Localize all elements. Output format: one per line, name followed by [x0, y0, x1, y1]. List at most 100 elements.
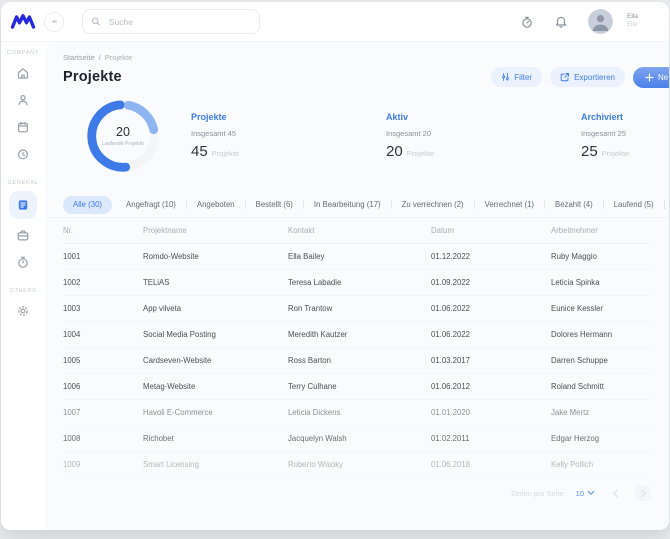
tab-divider: [663, 200, 665, 209]
stat-value: 25: [581, 142, 598, 160]
cell-nr: 1006: [63, 382, 81, 391]
export-button[interactable]: Exportieren: [550, 67, 625, 87]
stat-card-archiviert: Archiviert Insgesamt 25 25 Projekte: [581, 112, 669, 160]
user-menu[interactable]: Ella Ella: [627, 13, 661, 29]
tab-in-bearbeitung[interactable]: In Bearbeitung (17): [304, 200, 391, 209]
sidebar-item-settings[interactable]: [9, 297, 37, 324]
tab-verrechnet[interactable]: Verrechnet (1): [475, 200, 544, 209]
cell-kontakt: Ron Trantow: [288, 304, 333, 313]
user-icon: [18, 94, 28, 105]
tab-bestellt[interactable]: Bestellt (6): [246, 200, 303, 209]
sidebar-item-home[interactable]: [9, 59, 37, 86]
new-project-button[interactable]: Ne: [633, 66, 669, 88]
table-row[interactable]: 1004 Social Media Posting Meredith Kautzer…: [63, 322, 651, 348]
filter-button[interactable]: Filter: [491, 67, 543, 87]
table-row[interactable]: 1008 Richobet Jacquelyn Walsh 01.02.2011 Edg…: [63, 426, 651, 452]
rows-per-page-value: 10: [575, 488, 584, 498]
page-title: Projekte: [63, 69, 122, 85]
tab-angeboten[interactable]: Angeboten: [187, 200, 245, 209]
tab-divider: [244, 200, 246, 209]
stopwatch-icon: [18, 256, 28, 268]
tab-zu-verrechnen[interactable]: Zu verrechnen (2): [392, 200, 474, 209]
stat-unit: Projekte: [211, 148, 240, 158]
breadcrumb-home[interactable]: Startseite: [63, 53, 95, 62]
tab-divider: [544, 200, 546, 209]
content: Startseite / Projekte Projekte Filter: [45, 42, 669, 530]
table-row[interactable]: 1003 App vilveta Ron Trantow 01.06.2022 Euni…: [63, 296, 651, 322]
cell-nr: 1009: [63, 460, 81, 469]
stopwatch-icon: [522, 16, 532, 28]
stat-unit: Projekte: [406, 148, 435, 158]
cell-datum: 01.06.2022: [431, 304, 471, 313]
cell-arbeitnehmer: Leticia Spinka: [551, 278, 600, 287]
col-kontakt: Kontakt: [288, 226, 315, 235]
cell-datum: 01.02.2011: [431, 434, 470, 443]
tab-archiviert[interactable]: Archiviert (: [665, 200, 669, 209]
tab-laufend[interactable]: Laufend (5): [604, 200, 664, 209]
user-avatar[interactable]: [588, 9, 613, 34]
cell-datum: 01.12.2022: [431, 252, 471, 261]
stat-unit: Projekte: [601, 148, 630, 158]
app-window: Ella Ella COMPANY: [1, 2, 669, 530]
rows-per-page-select[interactable]: 10: [576, 489, 595, 498]
breadcrumb: Startseite / Projekte: [63, 53, 651, 62]
table-row[interactable]: 1007 Havoli E-Commerce Leticia Dickens 01.0…: [63, 400, 651, 426]
next-page-button[interactable]: [635, 485, 651, 501]
notifications-button[interactable]: [550, 11, 572, 33]
table-row[interactable]: 1009 Smart Licensing Roberto Wisoky 01.06.2…: [63, 452, 651, 478]
table-row[interactable]: 1006 Metag-Website Terry Culhane 01.06.2012…: [63, 374, 651, 400]
table-row[interactable]: 1001 Romdo-Website Ella Bailey 01.12.2022 Ru…: [63, 244, 651, 270]
cell-projektname: Smart Licensing: [143, 460, 199, 469]
tab-divider: [185, 200, 187, 209]
cell-datum: 01.06.2022: [431, 330, 471, 339]
cell-arbeitnehmer: Ruby Maggio: [551, 252, 597, 261]
cell-kontakt: Meredith Kautzer: [288, 330, 348, 339]
user-name: Ella: [627, 13, 638, 21]
cell-kontakt: Teresa Labadie: [288, 278, 342, 287]
company-logo-icon: [10, 13, 36, 30]
sidebar-item-projects[interactable]: [9, 191, 37, 219]
sidebar-item-timer[interactable]: [9, 248, 37, 275]
stat-title: Projekte: [191, 111, 227, 122]
cell-projektname: App vilveta: [143, 304, 182, 313]
time-tracker-button[interactable]: [516, 11, 538, 33]
topbar: Ella Ella: [1, 2, 669, 42]
status-tabs: Alle (30) Angefragt (10) Angeboten Beste…: [45, 192, 669, 218]
search-box[interactable]: [82, 9, 260, 34]
projects-donut-chart: 20 Laufende Projekte: [55, 94, 191, 178]
user-subtitle: Ella: [627, 21, 638, 28]
tab-bezahlt[interactable]: Bezahlt (4): [545, 200, 603, 209]
breadcrumb-divider: /: [98, 53, 101, 62]
breadcrumb-current: Projekte: [104, 53, 133, 62]
sidebar-item-work[interactable]: [9, 221, 37, 248]
col-datum: Datum: [431, 226, 454, 235]
rows-per-page-label: Zeilen pro Seite: [511, 488, 564, 498]
sidebar-item-calendar[interactable]: [9, 113, 37, 140]
stat-title: Aktiv: [386, 111, 409, 122]
sidebar-item-contacts[interactable]: [9, 86, 37, 113]
search-input[interactable]: [106, 15, 251, 28]
sidebar-collapse-button[interactable]: [44, 11, 64, 32]
briefcase-icon: [17, 229, 29, 241]
tab-divider: [390, 200, 392, 209]
projects-icon: [18, 200, 28, 210]
table-body: 1001 Romdo-Website Ella Bailey 01.12.2022 Ru…: [63, 244, 651, 478]
col-arbeitnehmer: Arbeitnehmer: [551, 226, 598, 235]
table-row[interactable]: 1005 Cardseven-Website Ross Barton 01.03.20…: [63, 348, 651, 374]
sidebar-item-time-tracking[interactable]: [9, 140, 37, 167]
tab-divider: [602, 200, 604, 209]
chevron-right-icon: [640, 489, 646, 497]
table-row[interactable]: 1002 TELiAS Teresa Labadie 01.09.2022 Letici…: [63, 270, 651, 296]
calendar-icon: [17, 121, 29, 132]
cell-projektname: Havoli E-Commerce: [143, 408, 213, 417]
cell-arbeitnehmer: Jake Mertz: [551, 408, 590, 417]
clock-history-icon: [17, 148, 29, 159]
tab-angefragt[interactable]: Angefragt (10): [116, 200, 186, 209]
cell-arbeitnehmer: Dolores Hermann: [551, 330, 613, 339]
stat-value: 20: [386, 142, 403, 160]
previous-page-button[interactable]: [607, 485, 623, 501]
tab-alle[interactable]: Alle (30): [63, 195, 113, 214]
chevron-left-icon: [612, 489, 618, 497]
cell-arbeitnehmer: Eunice Kessler: [551, 304, 604, 313]
stat-value: 45: [191, 142, 208, 160]
